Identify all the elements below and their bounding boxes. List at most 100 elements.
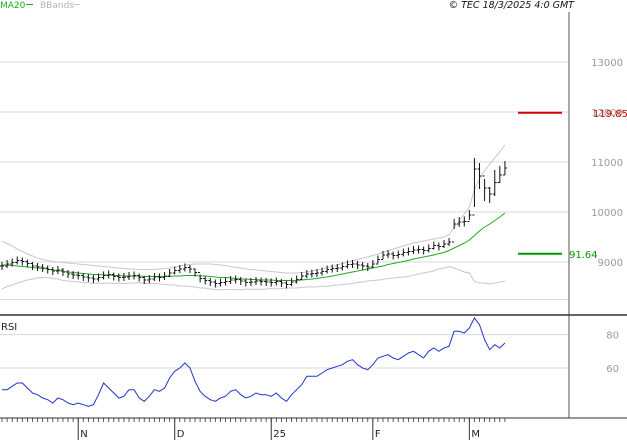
bband-lower bbox=[1, 265, 505, 291]
ohlc-bar bbox=[259, 277, 264, 286]
ohlc-bar bbox=[177, 265, 182, 273]
ohlc-bar bbox=[147, 275, 152, 283]
rsi-title: RSI bbox=[1, 322, 17, 333]
ohlc-bar bbox=[289, 278, 294, 286]
resistance-label: 119.85 bbox=[593, 109, 627, 120]
ohlc-bar bbox=[172, 266, 177, 275]
ohlc-bar bbox=[91, 275, 96, 283]
ohlc-bar bbox=[106, 270, 111, 279]
ohlc-bar bbox=[254, 277, 258, 285]
price-grid bbox=[0, 61, 569, 300]
ohlc-bar bbox=[320, 267, 325, 276]
ohlc-bar bbox=[431, 241, 436, 250]
ohlc-bar bbox=[233, 275, 238, 284]
ohlc-bar bbox=[198, 272, 203, 283]
ohlc-bar bbox=[157, 273, 162, 282]
ohlc-bar bbox=[116, 273, 121, 282]
ohlc-bar bbox=[304, 270, 309, 278]
ohlc-bar bbox=[248, 278, 253, 286]
ohlc-bar bbox=[502, 161, 507, 176]
x-tick-label: D bbox=[177, 429, 185, 440]
ohlc-bar bbox=[243, 278, 248, 287]
ohlc-bar bbox=[15, 256, 20, 265]
rsi-grid bbox=[0, 334, 569, 369]
ohlc-bar bbox=[223, 277, 228, 286]
ohlc-bar bbox=[5, 260, 10, 268]
ohlc-bar bbox=[426, 244, 431, 253]
bollinger-bands bbox=[1, 144, 506, 291]
ohlc-bar bbox=[497, 166, 502, 183]
ohlc-bar bbox=[228, 276, 233, 284]
ohlc-bar bbox=[401, 248, 406, 257]
ohlc-bar bbox=[355, 261, 360, 269]
x-tick-label: 25 bbox=[273, 429, 286, 440]
ohlc-bar bbox=[299, 272, 304, 280]
price-y-axis: 9000 10000 11000 12000 13000 bbox=[591, 58, 623, 269]
ohlc-bar bbox=[477, 163, 482, 189]
ohlc-bar bbox=[60, 268, 65, 276]
ohlc-bar bbox=[182, 263, 187, 272]
ohlc-bar bbox=[340, 262, 345, 271]
ohlc-bar bbox=[101, 271, 106, 280]
ohlc-bar bbox=[218, 278, 223, 287]
ohlc-bar bbox=[66, 270, 71, 278]
ohlc-bar bbox=[284, 280, 289, 289]
ohlc-bar bbox=[167, 269, 172, 277]
ohlc-bar bbox=[391, 251, 396, 260]
ohlc-bar bbox=[345, 260, 350, 269]
ohlc-bar bbox=[365, 263, 370, 271]
ohlc-bar bbox=[421, 246, 426, 255]
rsi-tick-label: 80 bbox=[606, 331, 619, 342]
ohlc-bar bbox=[162, 272, 167, 280]
ohlc-bar bbox=[86, 274, 91, 282]
ohlc-bar bbox=[111, 272, 116, 281]
ohlc-bar bbox=[50, 267, 55, 275]
ohlc-bar bbox=[55, 266, 60, 274]
ohlc-bar bbox=[264, 278, 269, 286]
ohlc-bar bbox=[279, 279, 284, 287]
ohlc-bar bbox=[472, 158, 477, 216]
ohlc-bar bbox=[487, 187, 492, 203]
ohlc-bar bbox=[396, 250, 401, 259]
rsi-path bbox=[2, 317, 506, 407]
rsi-line bbox=[2, 317, 506, 407]
ohlc-bar bbox=[381, 251, 385, 260]
rsi-tick-label: 60 bbox=[606, 364, 619, 375]
ohlc-bar bbox=[193, 268, 198, 277]
ohlc-bar bbox=[467, 210, 472, 222]
ohlc-bar bbox=[309, 269, 314, 278]
ohlc-bar bbox=[441, 240, 446, 248]
ohlc-bar bbox=[325, 265, 330, 274]
price-tick-label: 9000 bbox=[598, 258, 623, 269]
ma20-line bbox=[2, 212, 506, 281]
ohlc-bar bbox=[132, 271, 137, 280]
ohlc-bar bbox=[20, 257, 25, 266]
ohlc-bar bbox=[127, 272, 131, 280]
price-tick-label: 12000 bbox=[591, 108, 623, 119]
ohlc-bar bbox=[314, 269, 319, 277]
x-tick-label: N bbox=[80, 429, 87, 440]
ohlc-bar bbox=[335, 264, 340, 272]
price-tick-label: 10000 bbox=[591, 208, 623, 219]
x-axis: N D 25 F M bbox=[1, 418, 506, 440]
ohlc-bar bbox=[121, 273, 126, 281]
ohlc-bar bbox=[360, 262, 365, 270]
rsi-y-axis: 60 80 bbox=[606, 331, 619, 375]
ohlc-bar bbox=[457, 217, 462, 227]
copyright-timestamp: © TEC 18/3/2025 4:0 GMT bbox=[449, 0, 576, 11]
ohlc-bar bbox=[187, 265, 192, 273]
ohlc-bar bbox=[76, 271, 81, 280]
ohlc-bar bbox=[436, 242, 441, 251]
ohlc-bar bbox=[238, 277, 243, 285]
ohlc-bar bbox=[492, 170, 497, 196]
ohlc-bar bbox=[274, 277, 279, 286]
ohlc-bar bbox=[40, 264, 45, 272]
ohlc-bar bbox=[208, 278, 213, 286]
bbands-legend: BBands bbox=[40, 1, 74, 11]
ohlc-bar bbox=[142, 276, 147, 284]
ohlc-bar bbox=[462, 216, 467, 227]
ohlc-bar bbox=[152, 273, 157, 281]
ohlc-bar bbox=[406, 247, 411, 256]
price-tick-label: 11000 bbox=[591, 158, 623, 169]
